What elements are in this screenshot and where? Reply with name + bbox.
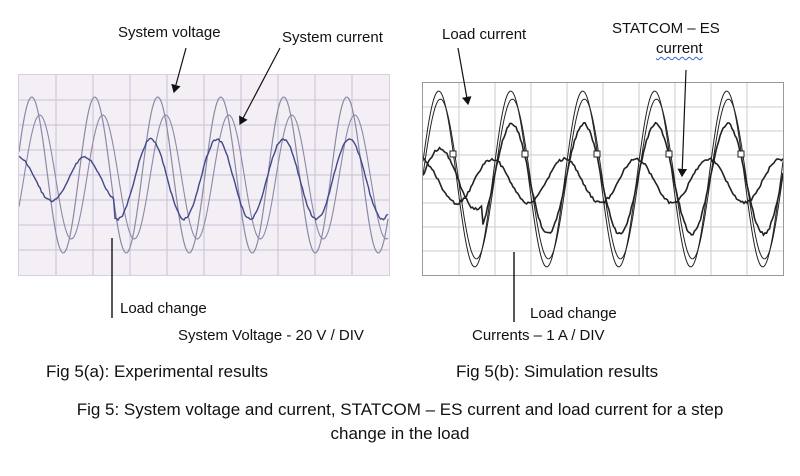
label-load-current: Load current bbox=[442, 26, 526, 43]
label-statcom-line1: STATCOM – ES bbox=[612, 20, 720, 37]
label-statcom-line2: current bbox=[656, 40, 703, 57]
panel-b-scope bbox=[422, 82, 784, 276]
label-system-current: System current bbox=[282, 29, 383, 46]
panel-b-traces bbox=[423, 83, 783, 275]
label-load-change-b: Load change bbox=[530, 305, 617, 322]
trace-marker bbox=[738, 151, 744, 157]
figure-caption-line1: Fig 5: System voltage and current, STATC… bbox=[0, 398, 800, 422]
trace-marker bbox=[594, 151, 600, 157]
label-system-voltage: System voltage bbox=[118, 24, 221, 41]
trace-marker bbox=[450, 151, 456, 157]
trace-marker bbox=[522, 151, 528, 157]
scale-panel-a: System Voltage - 20 V / DIV bbox=[178, 327, 364, 344]
label-load-change-a: Load change bbox=[120, 300, 207, 317]
scale-panel-b: Currents – 1 A / DIV bbox=[472, 327, 605, 344]
caption-panel-a: Fig 5(a): Experimental results bbox=[46, 362, 268, 382]
figure-caption-line2: change in the load bbox=[0, 422, 800, 446]
trace-marker bbox=[666, 151, 672, 157]
panel-a-traces bbox=[19, 75, 389, 275]
caption-panel-b: Fig 5(b): Simulation results bbox=[456, 362, 658, 382]
panel-a-scope bbox=[18, 74, 390, 276]
